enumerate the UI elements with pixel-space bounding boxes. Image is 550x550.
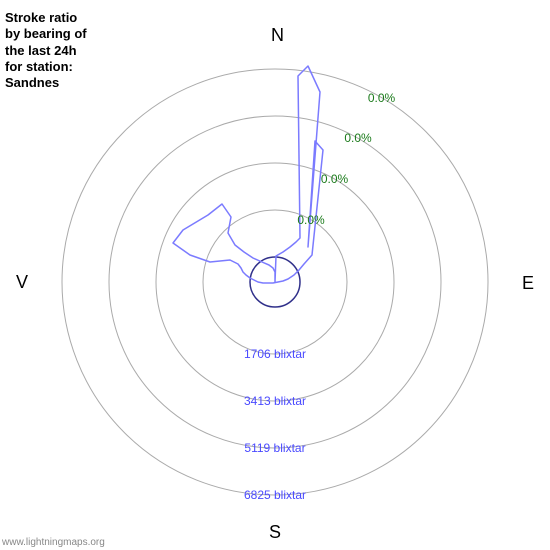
ring-label: 5119 blixtar [244, 441, 305, 455]
compass-e: E [522, 273, 534, 294]
ring-label: 1706 blixtar [244, 347, 306, 361]
ring-label: 3413 blixtar [244, 394, 306, 408]
ring-label: 6825 blixtar [244, 488, 306, 502]
percent-label: 0.0% [344, 131, 371, 145]
title-line: Sandnes [5, 75, 59, 90]
compass-s: S [269, 522, 281, 543]
title-line: the last 24h [5, 43, 77, 58]
title-line: for station: [5, 59, 73, 74]
chart-title: Stroke ratio by bearing of the last 24h … [5, 10, 87, 91]
compass-w: V [16, 272, 28, 293]
title-line: by bearing of [5, 26, 87, 41]
title-line: Stroke ratio [5, 10, 77, 25]
footer-link[interactable]: www.lightningmaps.org [2, 537, 105, 548]
rose-spikes [173, 66, 323, 283]
percent-label: 0.0% [321, 172, 348, 186]
percent-label: 0.0% [297, 213, 324, 227]
percent-label: 0.0% [368, 91, 395, 105]
compass-n: N [271, 25, 284, 46]
